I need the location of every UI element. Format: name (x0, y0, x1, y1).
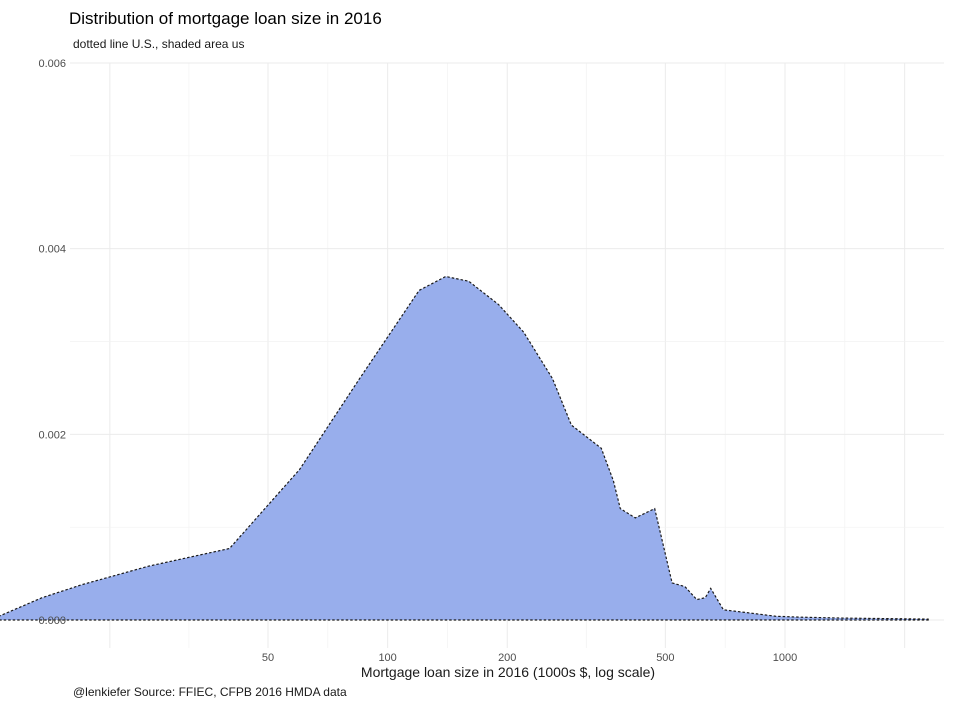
x-tick-label: 50 (262, 652, 274, 664)
x-tick-label: 500 (656, 652, 674, 664)
x-tick-label: 200 (498, 652, 516, 664)
density-area (0, 276, 929, 620)
tick-labels: 50 100 200 500 1000 0.000 0.002 0.004 0.006 (38, 58, 797, 664)
chart-caption: @lenkiefer Source: FFIEC, CFPB 2016 HMDA… (73, 685, 347, 699)
y-tick-label: 0.002 (38, 429, 66, 441)
y-tick-label: 0.004 (38, 244, 66, 256)
x-tick-label: 100 (378, 652, 396, 664)
series-layer (0, 275, 929, 621)
y-tick-label: 0.000 (38, 615, 66, 627)
x-tick-label: 1000 (773, 652, 797, 664)
density-outline (0, 275, 929, 620)
chart-title: Distribution of mortgage loan size in 20… (69, 9, 382, 28)
x-axis-title: Mortgage loan size in 2016 (1000s $, log… (361, 664, 655, 680)
y-tick-label: 0.006 (38, 58, 66, 70)
chart-subtitle: dotted line U.S., shaded area us (73, 37, 245, 51)
